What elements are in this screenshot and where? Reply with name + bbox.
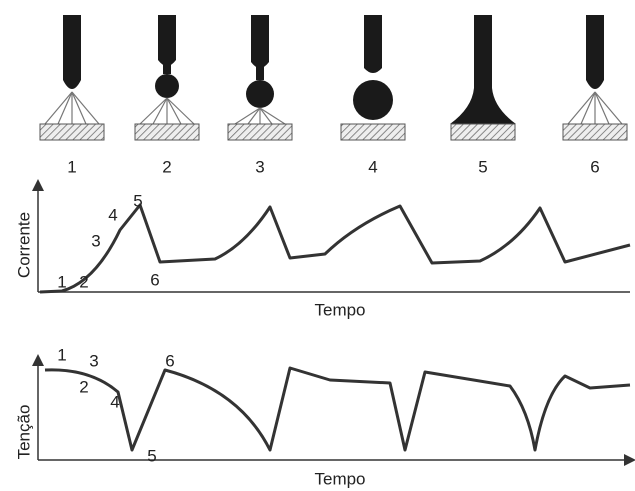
point-label: 3 bbox=[89, 351, 98, 370]
point-label: 2 bbox=[79, 377, 88, 396]
current-curve bbox=[39, 203, 631, 294]
point-label: 5 bbox=[147, 446, 156, 465]
stage-label: 2 bbox=[162, 157, 171, 176]
point-label: 4 bbox=[108, 205, 117, 224]
point-label: 4 bbox=[110, 392, 119, 411]
point-label: 5 bbox=[133, 191, 142, 210]
stage-label: 5 bbox=[478, 157, 487, 176]
point-label: 6 bbox=[150, 270, 159, 289]
x-label: Tempo bbox=[314, 300, 365, 319]
y-label: Tenção bbox=[14, 405, 33, 460]
y-label: Corrente bbox=[14, 212, 33, 278]
point-label: 3 bbox=[91, 231, 100, 250]
electrodes bbox=[39, 15, 628, 141]
stage-label: 6 bbox=[590, 157, 599, 176]
point-label: 1 bbox=[57, 345, 66, 364]
stage-label: 4 bbox=[368, 157, 377, 176]
stage-label: 3 bbox=[255, 157, 264, 176]
point-label: 1 bbox=[57, 272, 66, 291]
point-label: 2 bbox=[79, 272, 88, 291]
x-label: Tempo bbox=[314, 469, 365, 488]
voltage-curve bbox=[44, 366, 631, 452]
point-label: 6 bbox=[165, 351, 174, 370]
stage-label: 1 bbox=[67, 157, 76, 176]
